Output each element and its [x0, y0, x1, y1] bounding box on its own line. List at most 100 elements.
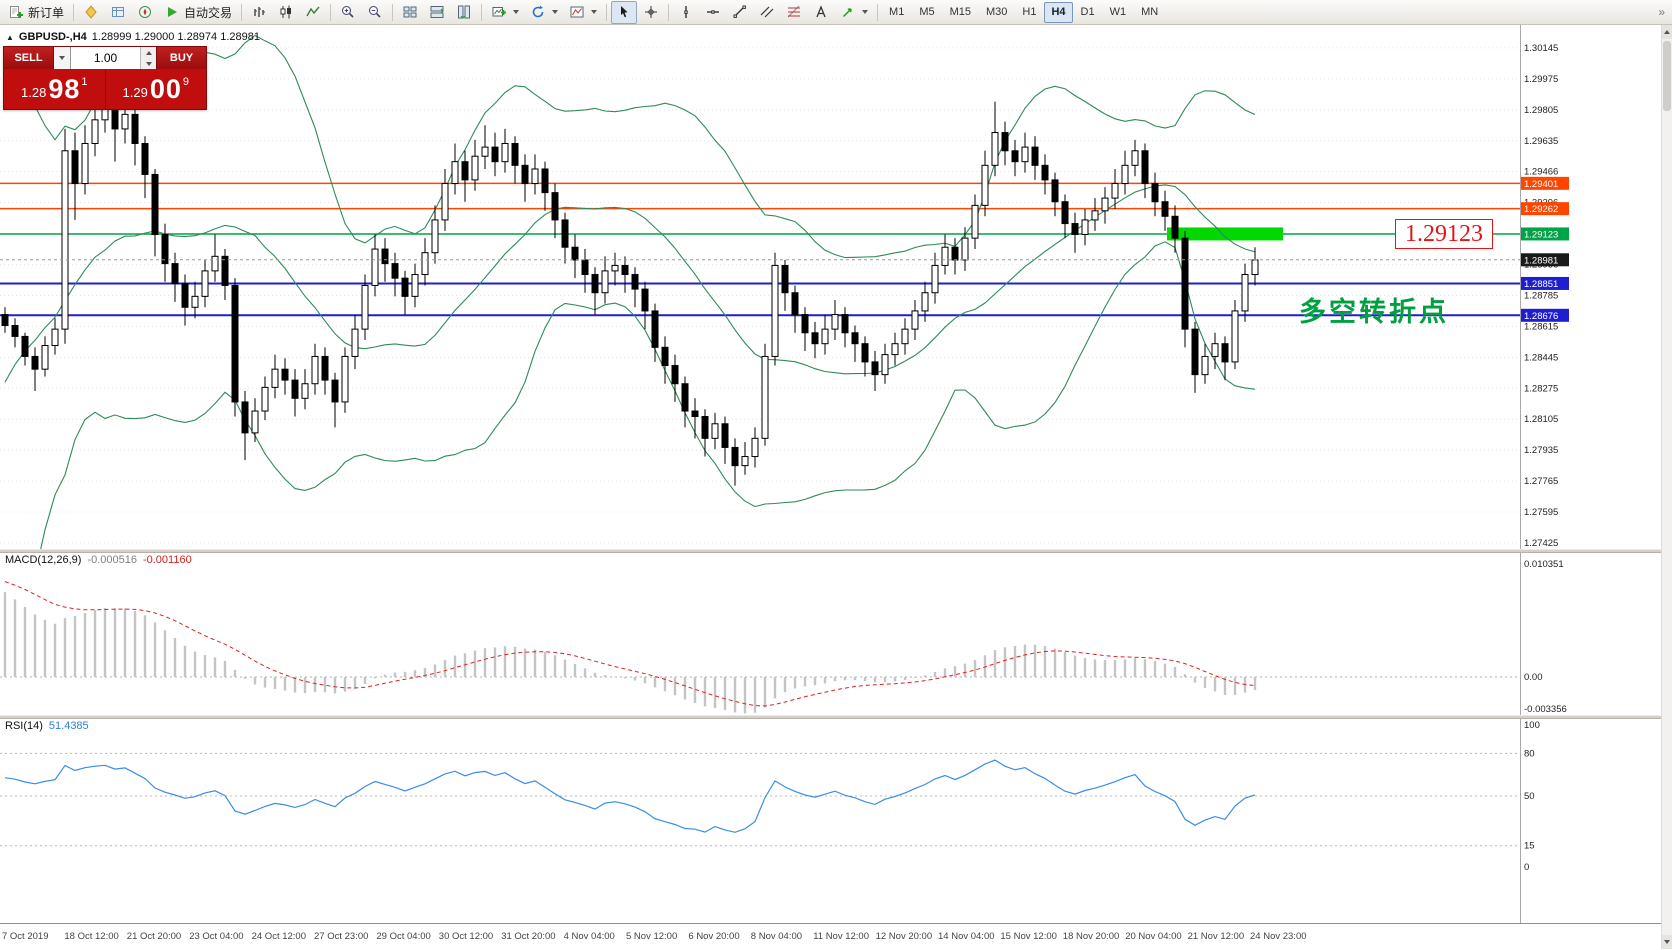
- chevron-down-icon: [513, 10, 520, 14]
- turning-point-note[interactable]: 多空转折点: [1299, 297, 1449, 327]
- time-axis-label: 7 Oct 2019: [2, 931, 49, 942]
- panel-splitter[interactable]: [0, 715, 1662, 719]
- volume-up-button[interactable]: [141, 47, 156, 58]
- market-watch-icon: [85, 5, 97, 19]
- navigator-button[interactable]: [132, 1, 158, 24]
- chevron-down-icon: [1664, 940, 1670, 944]
- time-axis-label: 11 Nov 12:00: [813, 931, 869, 942]
- indicators-icon: [570, 6, 584, 18]
- trendline-icon: [733, 5, 746, 18]
- highlight-zone-object[interactable]: [1167, 227, 1283, 241]
- cursor-button[interactable]: [611, 0, 638, 24]
- price-label-object[interactable]: 1.29123: [1395, 219, 1493, 249]
- panel-splitter[interactable]: [0, 549, 1662, 553]
- chevron-down-icon: [145, 61, 152, 66]
- timeframe-m15-button[interactable]: M15: [949, 6, 971, 18]
- timeframe-mn-button[interactable]: MN: [1141, 6, 1159, 18]
- rsi-axis[interactable]: 100 80 50 15 0: [1524, 720, 1540, 873]
- autotrading-label: 自动交易: [184, 5, 233, 20]
- scroll-up-button[interactable]: [1662, 25, 1672, 39]
- fibonacci-icon: [787, 5, 801, 18]
- timeframe-w1-button[interactable]: W1: [1109, 6, 1127, 18]
- svg-text:0: 0: [1524, 862, 1529, 873]
- new-order-label: 新订单: [28, 5, 65, 20]
- candlestick-chart-button[interactable]: [273, 1, 299, 24]
- time-axis[interactable]: 7 Oct 2019 18 Oct 12:00 21 Oct 20:00 23 Oct…: [0, 923, 1662, 950]
- crosshair-button[interactable]: [638, 1, 664, 24]
- bollinger-bands-layer: [4, 34, 1256, 551]
- scroll-down-button[interactable]: [1662, 935, 1672, 949]
- horizontal-line-objects[interactable]: [0, 182, 1520, 317]
- rsi-canvas[interactable]: 100 80 50 15 0: [0, 717, 1662, 923]
- macd-canvas[interactable]: 0.010351 0.00 -0.003356: [0, 551, 1662, 715]
- volume-dropdown-button[interactable]: [54, 47, 71, 69]
- chart-title: ▲ GBPUSD-,H4 1.28999 1.29000 1.28974 1.2…: [6, 31, 260, 43]
- timeframe-m5-button[interactable]: M5: [919, 6, 935, 18]
- profiles-button[interactable]: [525, 1, 563, 24]
- timeframe-d1-button[interactable]: D1: [1080, 6, 1095, 18]
- one-click-trading-panel: SELL 1.00 BUY 1.28 98 1 1.29 00 9: [3, 46, 207, 110]
- price-chart-canvas[interactable]: 1.30145 1.29975 1.29805 1.29635 1.29466 1.292…: [0, 25, 1662, 551]
- sell-button[interactable]: SELL: [4, 47, 54, 69]
- timeframe-h1-button[interactable]: H1: [1022, 6, 1037, 18]
- zoom-in-button[interactable]: [335, 1, 361, 24]
- tile-windows-button[interactable]: [397, 1, 423, 24]
- timeframe-m30-button[interactable]: M30: [986, 6, 1008, 18]
- line-chart-button[interactable]: [300, 1, 326, 24]
- time-axis-label: 4 Nov 04:00: [563, 931, 615, 942]
- sell-price[interactable]: 1.28 98 1: [4, 69, 106, 109]
- equidistant-channel-icon: [760, 6, 774, 18]
- svg-text:1.29262: 1.29262: [1524, 204, 1558, 215]
- vertical-line-button[interactable]: [673, 1, 699, 24]
- svg-text:1.30145: 1.30145: [1524, 43, 1558, 54]
- channel-button[interactable]: [754, 1, 780, 24]
- macd-histogram: [3, 592, 1257, 714]
- tile-vertical-icon: [458, 5, 471, 19]
- svg-text:1.27595: 1.27595: [1524, 507, 1558, 518]
- buy-price-pip: 9: [182, 76, 189, 88]
- horizontal-line-button[interactable]: [700, 1, 726, 24]
- toolbar-overflow-button[interactable]: »: [1658, 5, 1665, 19]
- svg-text:1.29466: 1.29466: [1524, 167, 1558, 178]
- price-axis[interactable]: 1.30145 1.29975 1.29805 1.29635 1.29466 1.292…: [1520, 25, 1570, 551]
- new-chart-button[interactable]: [486, 1, 524, 24]
- macd-axis[interactable]: 0.010351 0.00 -0.003356: [1524, 559, 1567, 715]
- toolbar: 新订单 自动交易: [0, 0, 1672, 25]
- bar-chart-button[interactable]: [246, 1, 272, 24]
- timeframe-h4-button[interactable]: H4: [1044, 1, 1073, 23]
- horizontal-line-icon: [707, 10, 720, 14]
- svg-text:1.28981: 1.28981: [1524, 255, 1558, 266]
- macd-signal-value: -0.001160: [142, 554, 192, 566]
- one-click-panel-toggle[interactable]: ▲: [6, 32, 14, 42]
- rsi-value: 51.4385: [48, 720, 89, 732]
- chevron-down-icon: [59, 56, 65, 60]
- fibonacci-button[interactable]: [781, 1, 807, 24]
- chevron-down-icon: [862, 10, 869, 14]
- text-tool-button[interactable]: [808, 1, 834, 24]
- arrows-tool-button[interactable]: [835, 1, 873, 24]
- toolbar-separator: [481, 3, 483, 21]
- scrollbar-thumb[interactable]: [1663, 41, 1671, 111]
- svg-text:-0.003356: -0.003356: [1524, 704, 1567, 715]
- buy-price[interactable]: 1.29 00 9: [105, 69, 206, 109]
- trendline-button[interactable]: [727, 1, 753, 24]
- zoom-out-button[interactable]: [362, 1, 388, 24]
- volume-input[interactable]: 1.00: [93, 51, 118, 65]
- vertical-scrollbar[interactable]: [1661, 25, 1672, 949]
- data-window-button[interactable]: [105, 1, 131, 24]
- market-watch-button[interactable]: [78, 1, 104, 24]
- autotrading-button[interactable]: 自动交易: [159, 1, 237, 24]
- tile-vertical-button[interactable]: [451, 1, 477, 24]
- rsi-level-lines: [0, 752, 1520, 847]
- svg-text:1.28851: 1.28851: [1524, 279, 1558, 290]
- time-axis-label: 21 Oct 20:00: [126, 931, 182, 942]
- toolbar-separator: [241, 3, 243, 21]
- indicators-button[interactable]: [564, 1, 602, 24]
- volume-down-button[interactable]: [141, 58, 156, 69]
- svg-text:0.010351: 0.010351: [1524, 559, 1564, 570]
- timeframe-m1-button[interactable]: M1: [889, 6, 905, 18]
- buy-button[interactable]: BUY: [156, 47, 206, 69]
- volume-stepper[interactable]: [140, 47, 156, 69]
- new-order-button[interactable]: 新订单: [3, 1, 69, 24]
- tile-horizontal-button[interactable]: [424, 1, 450, 24]
